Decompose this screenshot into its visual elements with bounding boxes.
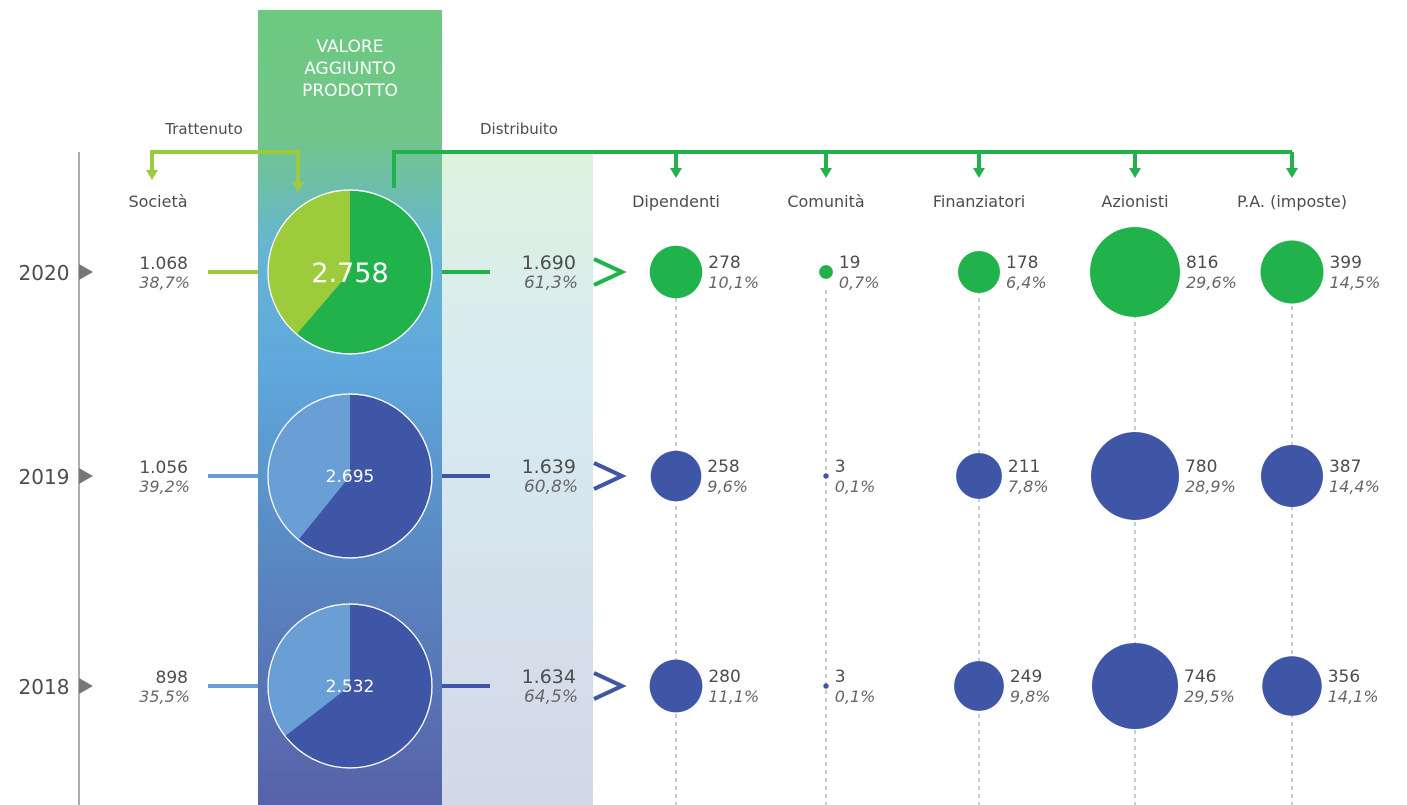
recipient-bubble (1261, 445, 1323, 507)
category-arrow-head (1129, 168, 1141, 178)
recipient-pct: 0,1% (835, 687, 876, 706)
retained-pct: 35,5% (139, 687, 190, 706)
title-line-2: AGGIUNTO (304, 59, 396, 79)
title-line-3: PRODOTTO (302, 81, 398, 101)
recipient-pct: 14,1% (1328, 687, 1379, 706)
pie-retained-slice (267, 190, 350, 335)
category-arrow-head (670, 168, 682, 178)
distributed-value: 1.690 (522, 252, 576, 274)
year-label: 2020 (19, 261, 70, 285)
recipient-pct: 29,5% (1184, 687, 1235, 706)
pie-retained-slice (268, 604, 350, 737)
recipient-bubble (1091, 642, 1179, 730)
pie-outline (267, 393, 433, 559)
category-label: Comunità (787, 192, 864, 211)
recipient-bubble (823, 683, 829, 689)
recipient-value: 211 (1008, 457, 1040, 477)
category-label: Finanziatori (933, 192, 1025, 211)
recipient-pct: 6,4% (1006, 273, 1047, 292)
recipient-pct: 0,1% (835, 477, 876, 496)
company-label: Società (128, 192, 187, 211)
recipient-bubble (649, 245, 703, 299)
title-line-1: VALORE (317, 37, 384, 57)
recipient-value: 178 (1006, 253, 1038, 273)
year-marker (79, 468, 93, 484)
recipient-value: 19 (839, 253, 861, 273)
recipient-pct: 7,8% (1008, 477, 1049, 496)
recipient-value: 3 (835, 457, 846, 477)
recipient-value: 746 (1184, 667, 1216, 687)
retained-arrow-right (292, 182, 304, 192)
retained-label: Trattenuto (164, 120, 242, 138)
year-label: 2019 (19, 465, 70, 489)
distributed-value: 1.634 (522, 666, 576, 688)
recipient-value: 249 (1010, 667, 1042, 687)
distributed-band (442, 152, 593, 805)
chart-marks: Dipendenti Comunità Finanziatori Azionisti P… (19, 152, 1380, 805)
recipient-pct: 29,6% (1186, 273, 1237, 292)
year-marker (79, 678, 93, 694)
recipient-value: 3 (835, 667, 846, 687)
category-arrow-head (1286, 168, 1298, 178)
recipient-value: 399 (1329, 253, 1361, 273)
distributed-pct: 61,3% (524, 273, 578, 293)
recipient-bubble (1090, 227, 1180, 317)
pie-total-label: 2.758 (311, 258, 388, 289)
retained-bracket (150, 150, 300, 186)
recipient-value: 816 (1186, 253, 1218, 273)
recipient-bubble (1262, 656, 1322, 716)
recipient-pct: 0,7% (839, 273, 880, 292)
pie-outline (267, 603, 433, 769)
recipient-value: 780 (1185, 457, 1217, 477)
distribution-chevron (593, 257, 627, 287)
recipient-pct: 9,6% (707, 477, 748, 496)
recipient-bubble (823, 473, 829, 479)
recipient-value: 278 (708, 253, 740, 273)
recipient-pct: 10,1% (708, 273, 759, 292)
distributed-pct: 64,5% (524, 687, 578, 707)
retained-pct: 39,2% (139, 477, 190, 496)
retained-pct: 38,7% (139, 273, 190, 292)
recipient-bubble (819, 265, 833, 279)
category-arrow-head (973, 168, 985, 178)
recipient-pct: 28,9% (1185, 477, 1236, 496)
category-arrow-head (820, 168, 832, 178)
retained-value: 1.056 (139, 458, 188, 478)
recipient-bubble (957, 250, 1001, 294)
recipient-bubble (1091, 432, 1179, 520)
recipient-pct: 14,5% (1329, 273, 1380, 292)
pie-total-label: 2.532 (326, 677, 375, 697)
pie-outline (267, 189, 433, 355)
recipient-value: 387 (1329, 457, 1361, 477)
recipient-value: 280 (708, 667, 740, 687)
retained-value: 1.068 (139, 254, 188, 274)
recipient-value: 258 (707, 457, 739, 477)
recipient-bubble (650, 450, 702, 502)
retained-value: 898 (156, 668, 188, 688)
recipient-value: 356 (1328, 667, 1360, 687)
pie-total-label: 2.695 (326, 467, 375, 487)
recipient-pct: 9,8% (1010, 687, 1051, 706)
distribution-chevron (593, 671, 627, 701)
distributed-label: Distribuito (480, 120, 558, 138)
recipient-pct: 14,4% (1329, 477, 1380, 496)
distributed-value: 1.639 (522, 456, 576, 478)
category-label: Dipendenti (632, 192, 720, 211)
category-label: Azionisti (1101, 192, 1168, 211)
recipient-bubble (956, 453, 1002, 499)
distributed-bracket (392, 150, 1292, 188)
distribution-chevron (593, 461, 627, 491)
recipient-bubble (1260, 240, 1324, 304)
distributed-pct: 60,8% (524, 477, 578, 497)
recipient-pct: 11,1% (708, 687, 759, 706)
year-label: 2018 (19, 675, 70, 699)
category-label: P.A. (imposte) (1237, 192, 1347, 211)
recipient-bubble (649, 659, 703, 713)
year-marker (79, 264, 93, 280)
recipient-bubble (954, 661, 1004, 711)
retained-arrow-left (146, 170, 158, 180)
pie-retained-slice (268, 394, 350, 540)
